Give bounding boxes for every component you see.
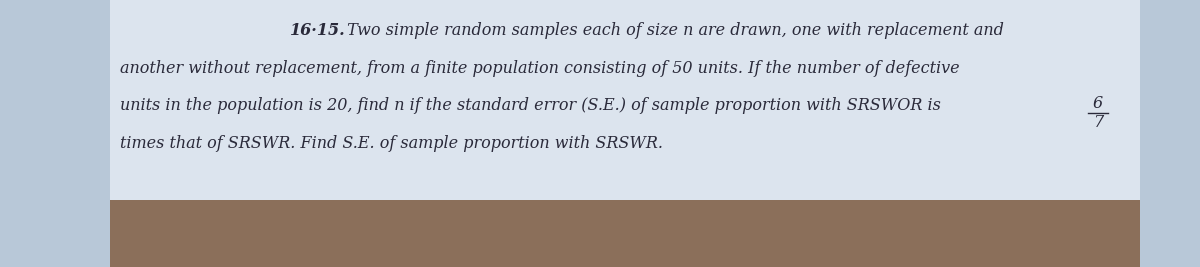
FancyBboxPatch shape <box>1140 0 1200 267</box>
FancyBboxPatch shape <box>0 200 1200 267</box>
FancyBboxPatch shape <box>0 0 1154 210</box>
Text: another without replacement, from a finite population consisting of 50 units. If: another without replacement, from a fini… <box>120 60 960 77</box>
FancyBboxPatch shape <box>0 0 110 267</box>
Text: 7: 7 <box>1093 114 1103 131</box>
Text: Two simple random samples each of size n are drawn, one with replacement and: Two simple random samples each of size n… <box>342 22 1004 39</box>
Text: times that of SRSWR. Find S.E. of sample proportion with SRSWR.: times that of SRSWR. Find S.E. of sample… <box>120 135 662 152</box>
Text: 16·15.: 16·15. <box>290 22 346 39</box>
Text: units in the population is 20, find n if the standard error (S.E.) of sample pro: units in the population is 20, find n if… <box>120 97 941 114</box>
Text: 6: 6 <box>1093 95 1103 112</box>
